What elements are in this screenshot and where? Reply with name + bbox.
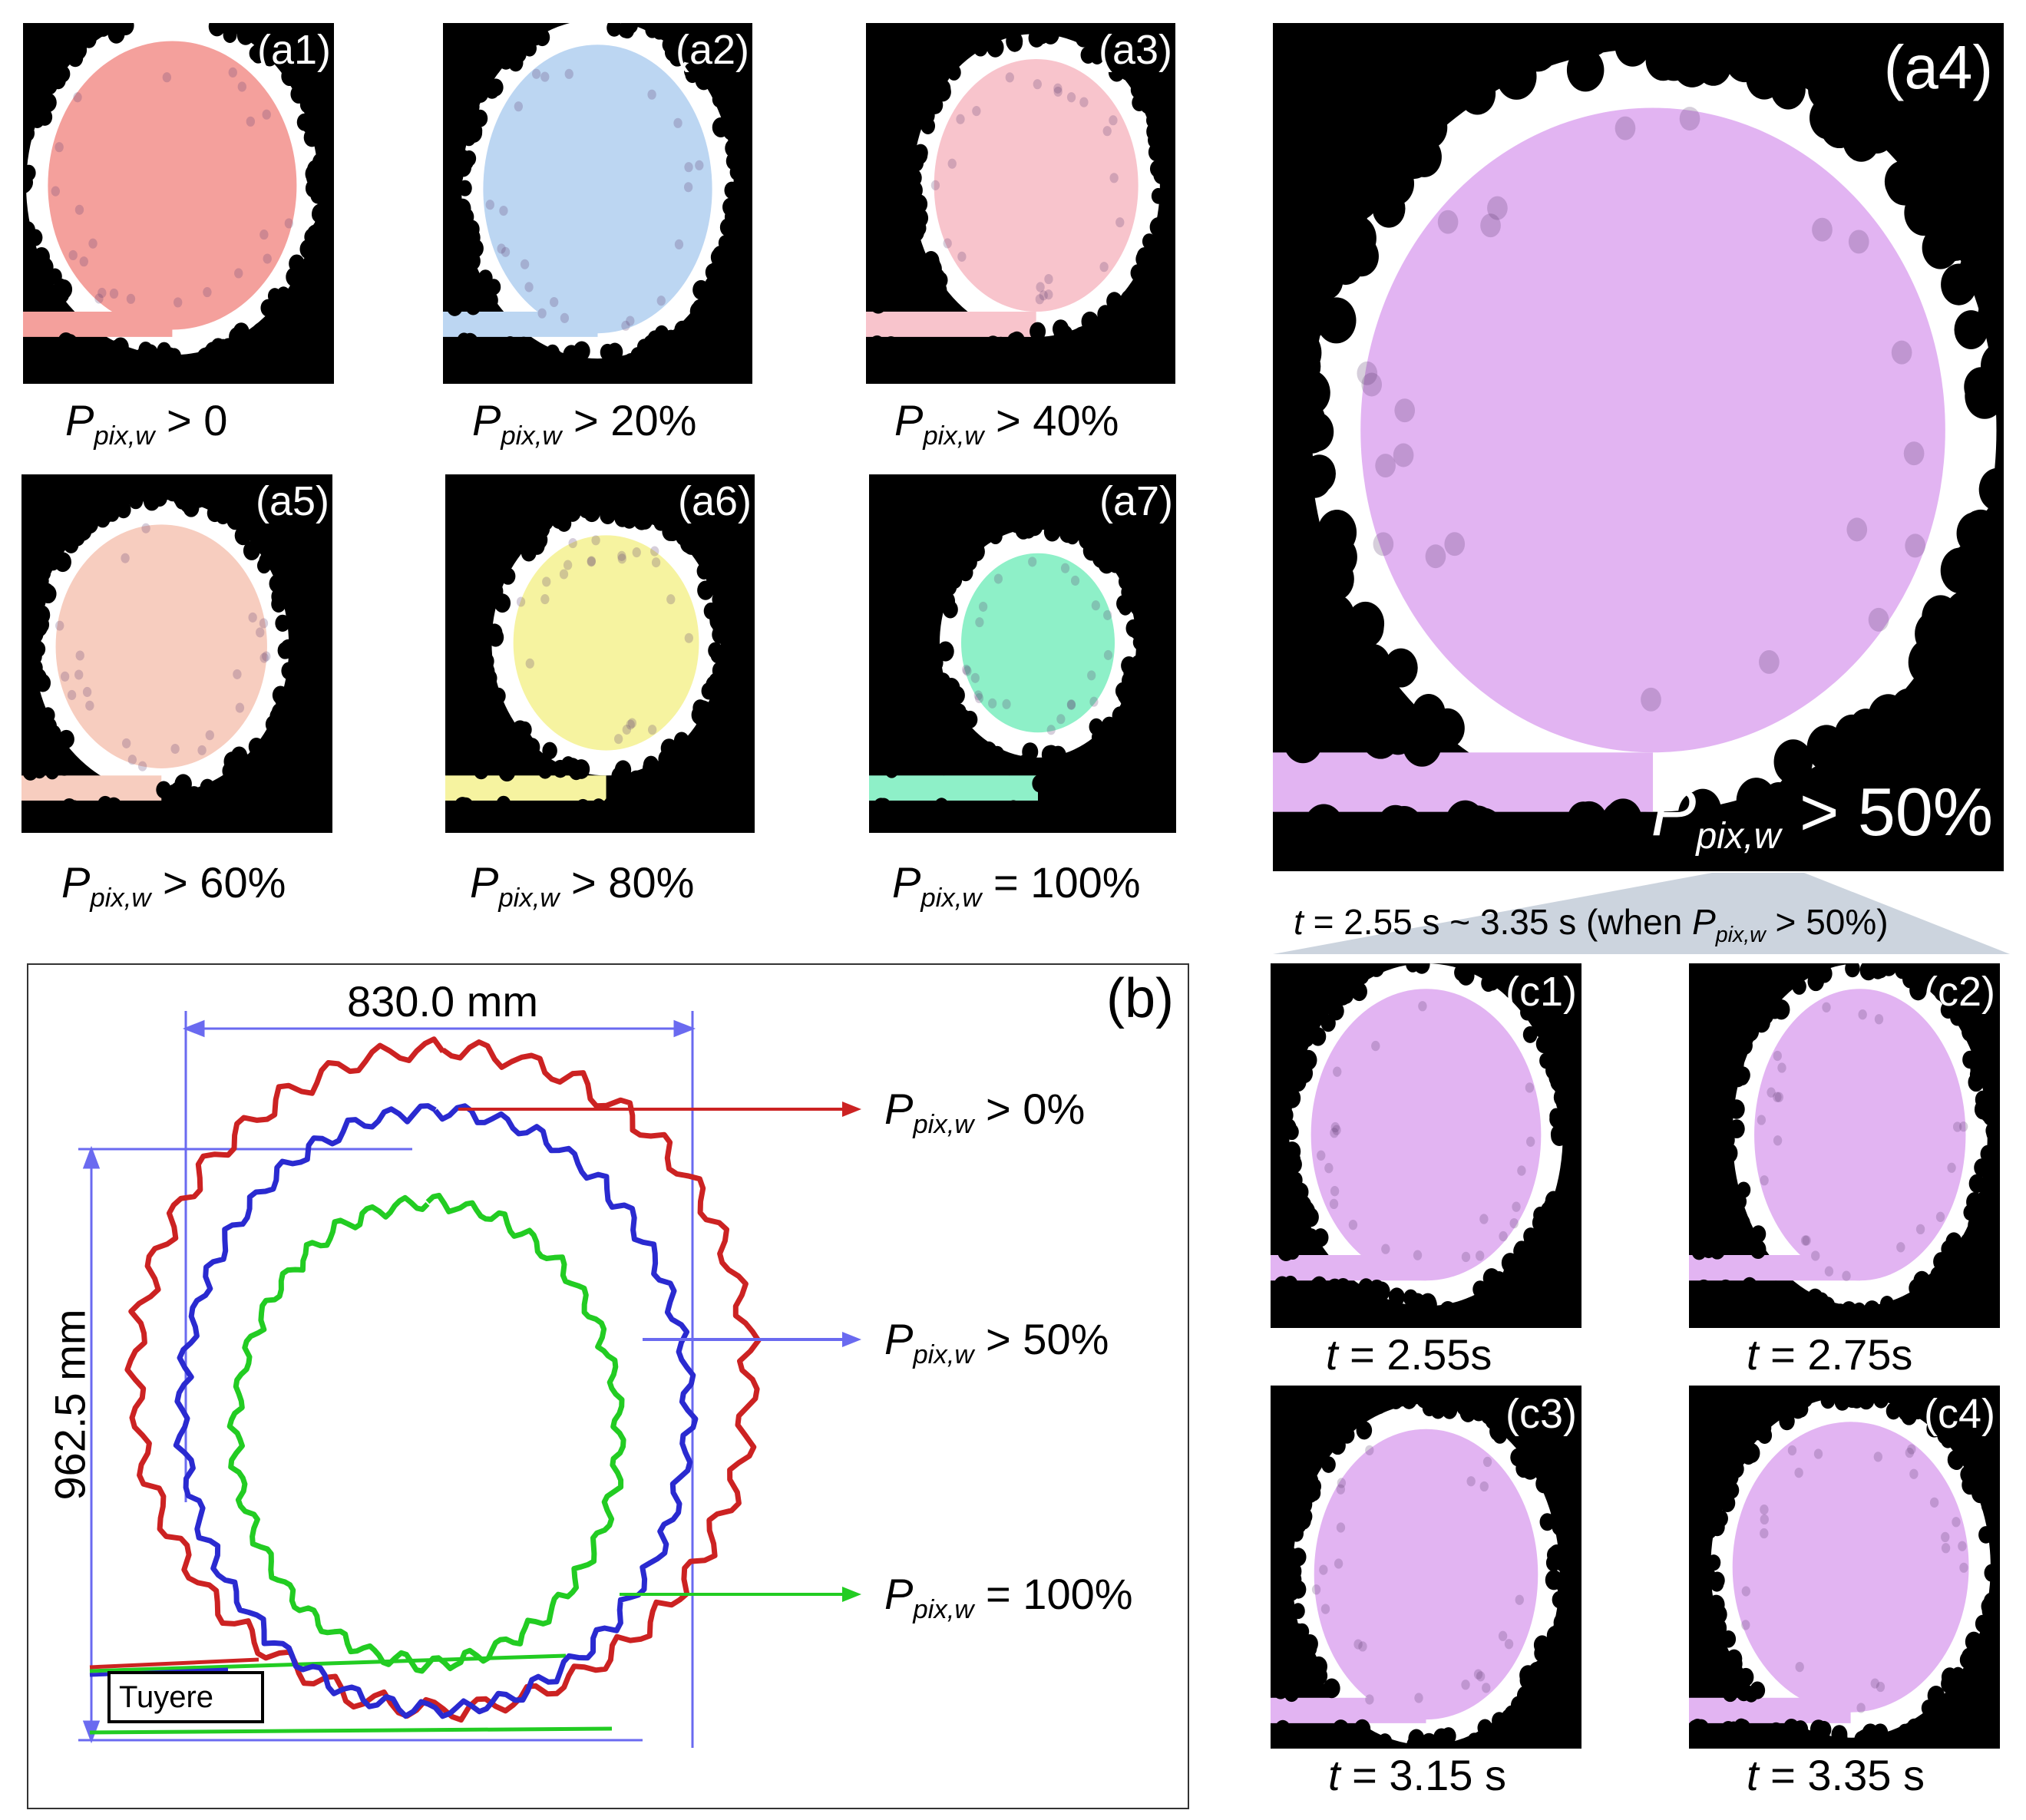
entrained-particles (962, 557, 1113, 735)
contour-curve-0 (124, 1036, 762, 1723)
raceway-region (961, 553, 1115, 733)
time-range-caption: t = 2.55 s ~ 3.35 s (when Ppix,w > 50%) (1294, 902, 1889, 947)
panel-c1: (c1) (1271, 963, 1581, 1328)
caption-a5: Ppix,w > 60% (61, 858, 286, 913)
particles (1271, 963, 1581, 1328)
tuyere-jet (866, 312, 1036, 337)
particles (869, 474, 1176, 833)
particles (1271, 1386, 1581, 1749)
caption-a1: Ppix,w > 0 (65, 396, 228, 451)
panel-label: (a4) (1883, 33, 1993, 101)
raceway-region (483, 45, 712, 334)
panel-label: (a5) (255, 478, 329, 524)
particles (445, 474, 755, 833)
raceway-region (934, 59, 1139, 312)
caption-c1: t = 2.55s (1326, 1330, 1492, 1379)
caption-c4: t = 3.35 s (1747, 1751, 1925, 1799)
height-dimension-label: 962.5 mm (45, 1309, 94, 1501)
tuyere-box (107, 1671, 264, 1723)
entrained-particles (1357, 107, 1926, 712)
panel-a1: (a1) (23, 23, 334, 384)
particles (1689, 963, 2000, 1328)
entrained-particles (1317, 1001, 1535, 1263)
panel-b: (b) 830.0 mm 962.5 mm Tuyere Ppix,w > 0%… (27, 963, 1189, 1809)
raceway-region (513, 535, 699, 751)
caption-c3: t = 3.15 s (1328, 1751, 1506, 1799)
panel-label: (c2) (1924, 969, 1995, 1015)
caption-a2: Ppix,w > 20% (472, 396, 697, 451)
panel-label: (c3) (1505, 1391, 1577, 1437)
dimension-lines (78, 1011, 696, 1748)
caption-a6: Ppix,w > 80% (470, 858, 695, 913)
panel-label: (c4) (1924, 1391, 1995, 1437)
caption-c2: t = 2.75s (1747, 1330, 1913, 1379)
tuyere-jet (23, 312, 173, 337)
entrained-particles (55, 523, 271, 771)
particles (21, 474, 332, 833)
entrained-particles (485, 68, 704, 331)
pointer-arrows (458, 1102, 861, 1602)
panel-label: (a7) (1099, 478, 1173, 524)
tuyere-jet (869, 775, 1038, 801)
tuyere-jet (1689, 1255, 1860, 1281)
panel-a6: (a6) (445, 474, 755, 833)
tuyere-jet (1689, 1697, 1851, 1723)
entrained-particles (1311, 1445, 1524, 1705)
particles (866, 23, 1175, 384)
legend-curve-50: Ppix,w > 50% (884, 1315, 1109, 1370)
contour-curve-1 (173, 1103, 699, 1719)
zoom-funnel (1273, 873, 2010, 954)
contour-curve-2 (226, 1192, 626, 1674)
particles (443, 23, 752, 384)
width-dimension-label: 830.0 mm (347, 977, 538, 1026)
panel-a5: (a5) (21, 474, 332, 833)
particles (23, 23, 334, 384)
entrained-particles (1757, 1002, 1968, 1281)
legend-curve-100: Ppix,w = 100% (884, 1570, 1133, 1625)
raceway-region (48, 41, 297, 330)
legend-curve-0: Ppix,w > 0% (884, 1085, 1086, 1140)
panel-c4: (c4) (1689, 1386, 2000, 1749)
panel-label: (c1) (1505, 969, 1577, 1015)
tuyere-jet (1271, 1255, 1426, 1281)
raceway-region (1360, 107, 1945, 753)
caption-a3: Ppix,w > 40% (894, 396, 1119, 451)
panel-a4: (a4) Ppix,w > 50% (1273, 23, 2004, 871)
raceway-region (1310, 989, 1542, 1281)
panel-a2: (a2) (443, 23, 752, 384)
raceway-region (1754, 989, 1966, 1281)
tuyere-label: Tuyere (119, 1680, 214, 1714)
tuyere-jet (1271, 1697, 1426, 1723)
raceway-region (1314, 1429, 1539, 1720)
panel-label: (a2) (675, 27, 749, 73)
panel-label: (a6) (677, 478, 752, 524)
panel-label: (a1) (256, 27, 331, 73)
panel-c2: (c2) (1689, 963, 2000, 1328)
entrained-particles (1741, 1444, 1968, 1713)
caption-a7: Ppix,w = 100% (892, 858, 1141, 913)
raceway-region (55, 524, 267, 768)
raceway-region (1732, 1422, 1969, 1713)
contour-plot (78, 1011, 861, 1748)
panel-c3: (c3) (1271, 1386, 1581, 1749)
tuyere-jet (443, 312, 598, 337)
tuyere-jet (445, 775, 606, 801)
entrained-particles (51, 67, 294, 308)
panel-a3: (a3) (866, 23, 1175, 384)
entrained-particles (930, 72, 1125, 305)
panel-b-label: (b) (1106, 968, 1174, 1029)
a4-overlay-caption: Ppix,w > 50% (1651, 773, 1993, 857)
tuyere-jet (21, 775, 162, 801)
panel-label: (a3) (1098, 27, 1172, 73)
particles (1689, 1386, 2000, 1749)
particles (1273, 23, 2004, 871)
entrained-particles (516, 535, 693, 745)
panel-a7: (a7) (869, 474, 1176, 833)
